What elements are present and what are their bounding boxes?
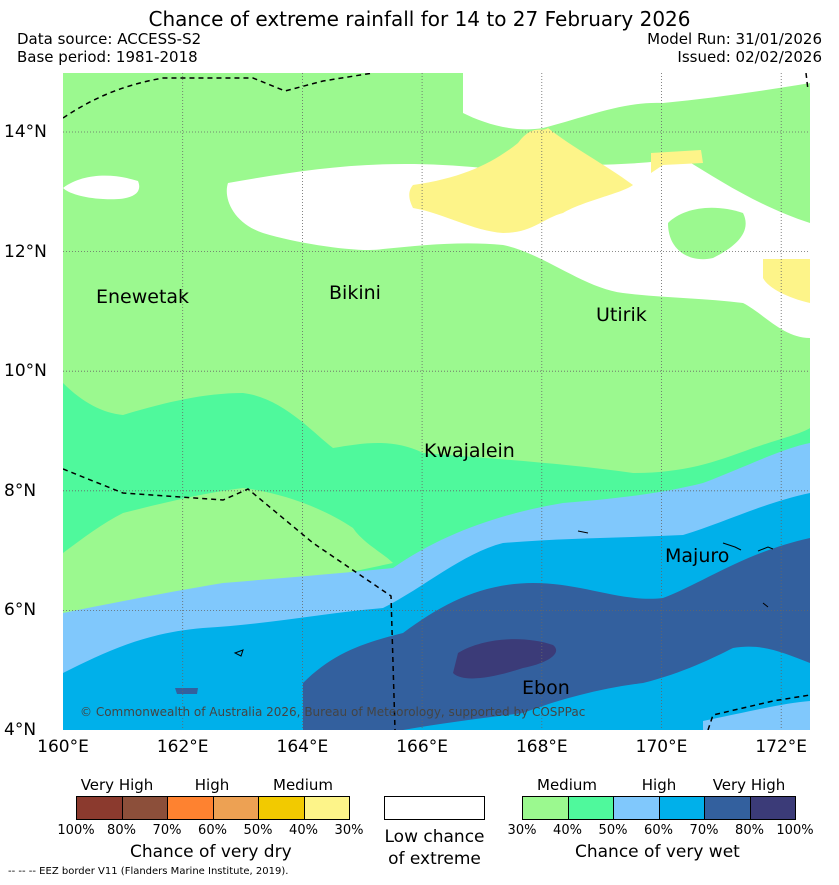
zone-low-chance [226, 158, 810, 338]
wet-legend-pct: 70% [689, 823, 719, 838]
model-run: Model Run: 31/01/2026 [647, 30, 822, 48]
x-tick: 164°E [276, 737, 329, 757]
wet-header-high: High [641, 776, 677, 794]
dry-legend-pct: 60% [198, 823, 227, 838]
x-tick: 162°E [156, 737, 209, 757]
rainfall-map: © Commonwealth of Australia 2026, Bureau… [63, 73, 810, 730]
dry-legend-pct: 70% [152, 823, 182, 838]
dry-legend-swatch [167, 796, 214, 820]
wet-header-very-high: Very High [712, 776, 786, 794]
dry-legend-pct: 100% [57, 823, 95, 838]
zone-wet-80 [453, 639, 557, 679]
wet-legend-swatch [522, 796, 569, 820]
zone-dry-30 [409, 128, 633, 233]
eez-border-north [63, 73, 374, 119]
wet-legend-pct: 50% [598, 823, 628, 838]
zone-low-chance-north [463, 73, 810, 130]
wet-legend-pct: 30% [507, 823, 537, 838]
wet-legend-title: Chance of very wet [575, 842, 740, 862]
y-tick: 6°N [4, 600, 37, 621]
x-tick: 166°E [396, 737, 448, 757]
wet-legend-swatch [567, 796, 614, 820]
dry-header-very-high: Very High [80, 776, 154, 794]
map-title: Chance of extreme rainfall for 14 to 27 … [148, 7, 691, 31]
zone-dry-30-small [651, 150, 703, 173]
dry-legend-pct: 80% [107, 823, 136, 838]
dry-legend-pct: 30% [334, 823, 364, 838]
y-tick: 4°N [4, 720, 37, 740]
copyright-note: © Commonwealth of Australia 2026, Bureau… [80, 705, 586, 719]
wet-legend-swatch [704, 796, 751, 820]
eez-borders [63, 73, 810, 730]
dry-legend-swatch [76, 796, 123, 820]
zone-wet-70 [303, 538, 810, 730]
atoll-majuro-outline [722, 542, 742, 551]
atoll-small-outline-3 [762, 602, 769, 608]
low-chance-label-line1: Low chance [384, 827, 485, 847]
zone-wet-50-se [703, 701, 810, 730]
issued-date: Issued: 02/02/2026 [677, 48, 822, 66]
wet-legend-swatch [613, 796, 660, 820]
label-majuro: Majuro [665, 545, 730, 567]
wet-legend-pct: 100% [776, 823, 814, 838]
x-tick: 170°E [635, 737, 688, 757]
dry-legend-swatch [258, 796, 305, 820]
label-bikini: Bikini [329, 282, 381, 304]
dry-header-medium: Medium [273, 776, 333, 794]
dry-legend-swatch [212, 796, 259, 820]
wet-legend-pct: 60% [644, 823, 673, 838]
eez-footnote: -- -- -- EEZ border V11 (Flanders Marine… [8, 866, 289, 877]
x-tick: 168°E [515, 737, 568, 757]
data-source: Data source: ACCESS-S2 [17, 30, 202, 48]
dry-legend-pct: 50% [243, 823, 273, 838]
label-ebon: Ebon [522, 677, 570, 699]
label-kwajalein: Kwajalein [424, 440, 515, 462]
dry-header-high: High [194, 776, 230, 794]
dry-legend-pct: 40% [289, 823, 318, 838]
dry-legend-swatch [121, 796, 168, 820]
zone-dry-30-east [763, 259, 810, 303]
low-chance-swatch [384, 796, 485, 820]
dry-legend-title: Chance of very dry [130, 842, 292, 862]
dry-legend-swatch [303, 796, 350, 820]
label-utirik: Utirik [596, 304, 647, 326]
x-tick: 160°E [37, 737, 89, 757]
eez-border-southeast [707, 694, 810, 730]
y-tick: 14°N [4, 122, 47, 142]
wet-legend-swatch [658, 796, 705, 820]
base-period: Base period: 1981-2018 [17, 48, 198, 66]
zone-low-chance-west [63, 175, 140, 200]
wet-legend-swatch [749, 796, 796, 820]
zone-wet-70-small [175, 688, 198, 694]
eez-border-ne [805, 73, 809, 91]
wet-legend-pct: 40% [553, 823, 582, 838]
zone-wet-30-east [668, 207, 746, 260]
map-canvas [63, 73, 810, 730]
label-enewetak: Enewetak [96, 286, 190, 308]
wet-header-medium: Medium [537, 776, 597, 794]
atoll-outlines [233, 530, 774, 657]
y-tick: 10°N [4, 361, 47, 382]
zone-wet-30-south [63, 488, 393, 633]
atoll-small-outline-2 [233, 649, 244, 657]
y-tick: 12°N [4, 241, 47, 262]
eez-border-west [63, 468, 396, 730]
wet-legend-pct: 80% [735, 823, 764, 838]
atoll-arno-outline [757, 546, 774, 552]
atoll-small-outline [577, 530, 589, 534]
low-chance-label-line2: of extreme [388, 849, 481, 869]
y-tick: 8°N [4, 480, 37, 501]
x-tick: 172°E [755, 737, 808, 757]
